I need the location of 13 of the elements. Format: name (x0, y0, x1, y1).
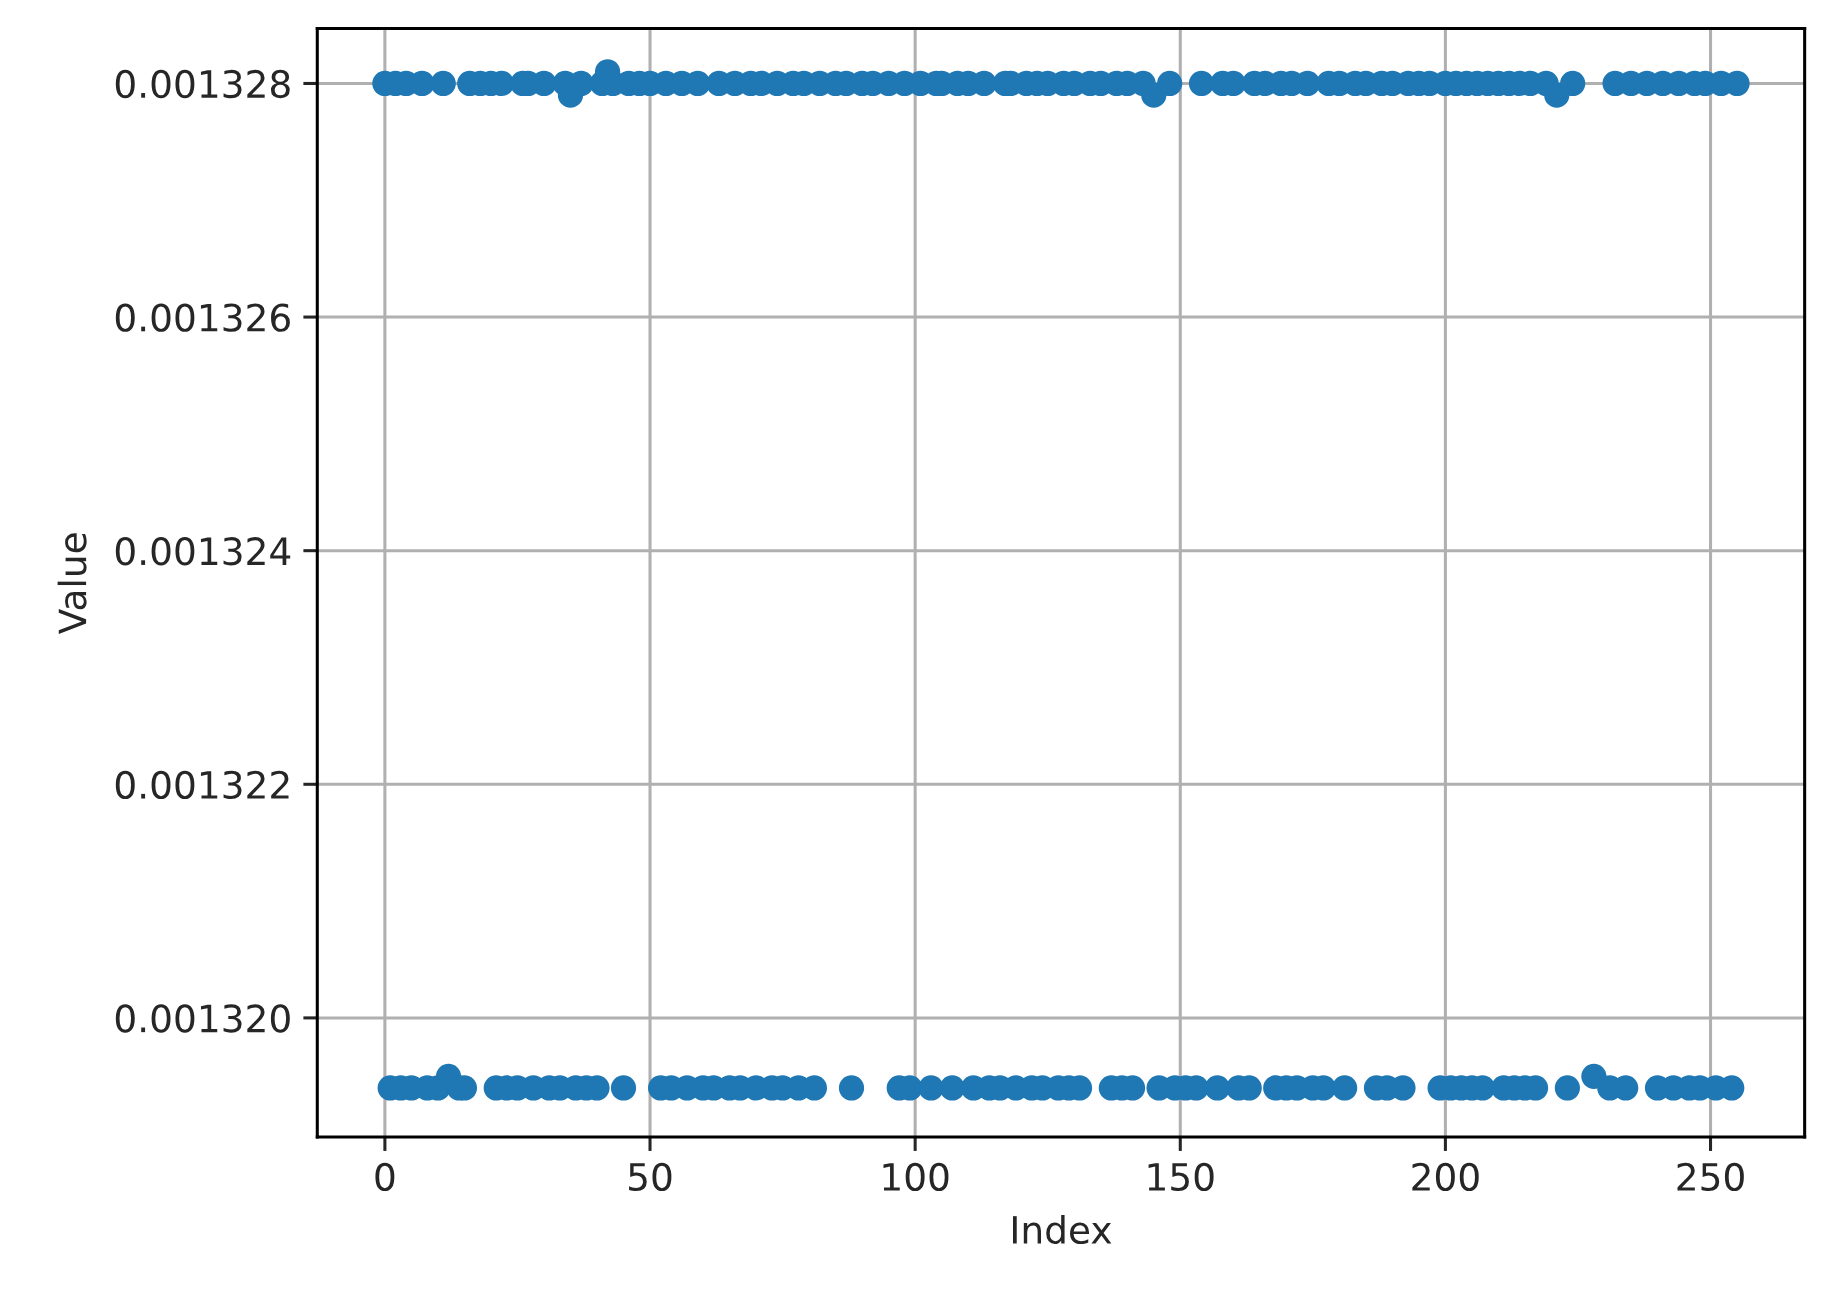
x-tick-label: 250 (1677, 1162, 1744, 1192)
y-tick-label: 0.001324 (115, 537, 291, 566)
x-tick-label: 100 (883, 1162, 949, 1192)
y-tick-label: 0.001320 (115, 1004, 290, 1033)
y-tick-label: 0.001326 (115, 303, 290, 332)
x-tick-label: 0 (375, 1162, 395, 1192)
x-tick-label: 50 (629, 1162, 672, 1192)
y-tick-label: 0.001322 (115, 770, 289, 800)
x-tick-label: 150 (1148, 1162, 1214, 1192)
x-axis-title: Index (1013, 1215, 1112, 1245)
x-tick-label: 200 (1412, 1162, 1479, 1192)
y-axis-title: Value (57, 533, 87, 634)
y-tick-label: 0.001328 (115, 69, 290, 99)
